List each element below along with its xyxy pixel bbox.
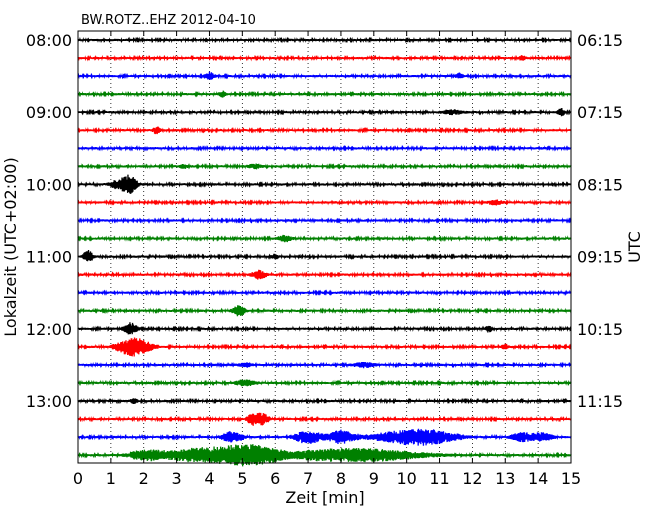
- trace-1300: [77, 397, 572, 405]
- x-tick-label: 6: [270, 469, 280, 488]
- trace-1100: [77, 250, 572, 262]
- trace-1000: [77, 174, 572, 194]
- trace-1200: [77, 322, 572, 335]
- left-tick-label: 12:00: [26, 320, 72, 339]
- trace-1145: [77, 305, 572, 317]
- x-tick-label: 11: [429, 469, 449, 488]
- right-axis-ticks: 06:15 07:15 08:15 09:15 10:15 11:15: [566, 31, 623, 411]
- trace-1045: [77, 234, 572, 243]
- x-tick-label: 2: [139, 469, 149, 488]
- trace-1330: [77, 428, 572, 446]
- x-tick-label: 7: [303, 469, 313, 488]
- trace-1315: [77, 412, 572, 426]
- trace-1130: [77, 289, 572, 297]
- trace-0845: [77, 90, 572, 98]
- y-axis-title-right: UTC: [625, 231, 644, 263]
- x-tick-label: 12: [462, 469, 482, 488]
- right-tick-label: 10:15: [577, 320, 623, 339]
- x-tick-label: 9: [369, 469, 379, 488]
- left-tick-label: 10:00: [26, 175, 72, 194]
- x-tick-label: 14: [528, 469, 548, 488]
- y-axis-title-left: Lokalzeit (UTC+02:00): [1, 157, 20, 336]
- right-tick-label: 09:15: [577, 248, 623, 267]
- left-tick-label: 13:00: [26, 392, 72, 411]
- traces: [77, 36, 572, 467]
- trace-0800: [77, 36, 572, 44]
- right-tick-label: 11:15: [577, 392, 623, 411]
- trace-0915: [77, 126, 572, 135]
- x-tick-label: 10: [396, 469, 416, 488]
- trace-0945: [77, 162, 572, 170]
- x-tick-label: 5: [237, 469, 247, 488]
- trace-0930: [77, 144, 572, 152]
- grid: [110, 31, 539, 463]
- x-tick-label: 1: [106, 469, 116, 488]
- right-tick-label: 07:15: [577, 103, 623, 122]
- x-tick-label: 15: [561, 469, 581, 488]
- trace-1030: [77, 217, 572, 224]
- trace-0830: [77, 71, 572, 80]
- trace-0815: [77, 54, 572, 62]
- left-tick-label: 09:00: [26, 103, 72, 122]
- x-tick-label: 4: [204, 469, 214, 488]
- trace-1015: [77, 199, 572, 206]
- left-axis-ticks: 08:00 09:00 10:00 11:00 12:00 13:00: [26, 31, 83, 411]
- x-tick-label: 0: [73, 469, 83, 488]
- trace-1115: [77, 269, 572, 280]
- left-tick-label: 08:00: [26, 31, 72, 50]
- right-tick-label: 06:15: [577, 31, 623, 50]
- left-tick-label: 11:00: [26, 248, 72, 267]
- trace-1345: [77, 444, 572, 467]
- x-tick-label: 13: [495, 469, 515, 488]
- right-tick-label: 08:15: [577, 175, 623, 194]
- trace-1245: [77, 379, 572, 387]
- plot-frame: [77, 30, 572, 464]
- x-axis-ticks: 0 1 2 3 4 5 6 7 8 9 10 11 12 13 14 15: [73, 31, 581, 488]
- x-axis-title: Zeit [min]: [285, 488, 364, 507]
- trace-1230: [77, 361, 572, 369]
- chart-title: BW.ROTZ..EHZ 2012-04-10: [81, 13, 256, 28]
- x-tick-label: 8: [336, 469, 346, 488]
- trace-0900: [77, 107, 572, 117]
- x-tick-label: 3: [172, 469, 182, 488]
- trace-1215: [77, 337, 572, 357]
